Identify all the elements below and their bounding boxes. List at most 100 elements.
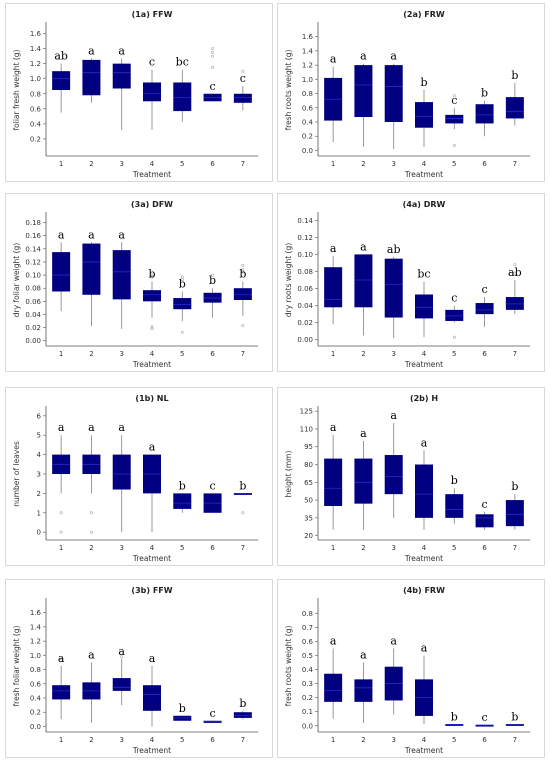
x-tick-label: 1 <box>331 350 335 358</box>
box-treatment-2 <box>354 458 373 504</box>
outlier-point <box>89 511 93 515</box>
significance-letter: b <box>209 274 216 287</box>
outlier-point <box>211 65 215 69</box>
y-tick-label: 125 <box>300 408 313 416</box>
box-treatment-7 <box>233 712 252 718</box>
box-treatment-3 <box>112 678 131 691</box>
boxplot-svg: (1a) FFW 0.2 0.4 0.6 0.8 1.0 1.2 1.4 1.6 foliar f… <box>12 10 258 179</box>
significance-letter: b <box>451 474 458 487</box>
box-treatment-6 <box>475 725 494 727</box>
significance-letter: a <box>58 228 65 241</box>
outlier-point <box>180 275 184 279</box>
outlier-point <box>452 144 456 147</box>
significance-letter: b <box>239 479 246 492</box>
y-tick-label: 0.6 <box>302 104 314 112</box>
y-tick-label: 110 <box>300 425 313 433</box>
significance-letter: c <box>481 283 487 296</box>
chart-title: (3a) DFW <box>131 200 173 209</box>
y-tick-label: 0.4 <box>30 695 42 703</box>
x-tick-label: 1 <box>331 544 335 552</box>
y-tick-label: 0.14 <box>25 245 41 253</box>
x-tick-label: 6 <box>210 160 215 168</box>
y-tick-label: 0.00 <box>25 337 41 345</box>
y-tick-label: 0.06 <box>25 298 41 306</box>
box-treatment-6 <box>475 514 494 528</box>
outlier-point <box>211 47 215 51</box>
significance-letter: a <box>360 240 367 253</box>
significance-letter: a <box>360 648 367 661</box>
significance-letter: a <box>88 648 95 661</box>
x-tick-label: 2 <box>361 736 365 744</box>
x-tick-label: 4 <box>150 160 155 168</box>
significance-letter: ab <box>508 266 522 279</box>
y-tick-label: 1.2 <box>30 60 41 68</box>
y-axis-label: dry foliar weight (g) <box>12 243 21 317</box>
significance-letter: b <box>481 87 488 100</box>
significance-letter: b <box>179 277 186 290</box>
outlier-point <box>59 511 63 515</box>
significance-letter: a <box>58 421 65 434</box>
outlier-point <box>59 657 63 661</box>
box-treatment-7 <box>505 97 524 119</box>
significance-letter: b <box>451 710 458 723</box>
box-treatment-2 <box>354 679 373 702</box>
chart-panel-2a: (2a) FRW 0.0 0.2 0.4 0.6 0.8 1.0 1.2 1.4 1.6 fresh… <box>277 3 545 182</box>
chart-panel-2b: (2b) H 20 35 50 65 80 95 110 125 height (mm) Treat… <box>277 387 545 566</box>
box-treatment-4 <box>143 685 161 711</box>
y-tick-label: 95 <box>304 443 313 451</box>
x-tick-label: 7 <box>241 736 245 744</box>
y-tick-label: 3 <box>37 471 41 479</box>
outlier-point <box>120 655 124 659</box>
outlier-point <box>241 263 245 267</box>
significance-letter: b <box>420 76 427 89</box>
x-tick-label: 7 <box>513 544 517 552</box>
significance-letter: c <box>451 292 457 305</box>
significance-letter: a <box>330 421 337 434</box>
x-tick-label: 7 <box>513 736 517 744</box>
x-tick-label: 6 <box>210 736 215 744</box>
x-tick-label: 5 <box>180 544 184 552</box>
chart-title: (1b) NL <box>135 394 168 403</box>
y-tick-label: 0.2 <box>30 135 41 143</box>
boxplot-svg: (3b) FFW 0.0 0.2 0.4 0.6 0.8 1.0 1.2 1.4 1.6 fresh… <box>12 586 258 755</box>
x-tick-label: 2 <box>361 160 365 168</box>
x-tick-label: 7 <box>241 160 245 168</box>
x-tick-label: 6 <box>482 736 487 744</box>
y-tick-label: 1 <box>37 509 41 517</box>
box-treatment-7 <box>505 724 524 726</box>
y-tick-label: 65 <box>304 479 313 487</box>
significance-letter: b <box>179 479 186 492</box>
box-treatment-2 <box>354 254 373 308</box>
x-tick-label: 3 <box>119 544 123 552</box>
box-treatment-1 <box>324 267 343 308</box>
box-treatment-1 <box>324 673 343 702</box>
y-tick-label: 0 <box>37 529 41 537</box>
box-treatment-3 <box>384 65 403 122</box>
significance-letter: a <box>390 634 397 647</box>
x-tick-label: 5 <box>452 160 456 168</box>
x-tick-label: 7 <box>513 350 517 358</box>
y-tick-label: 0.12 <box>297 234 313 242</box>
y-tick-label: 0.4 <box>30 120 42 128</box>
y-tick-label: 20 <box>304 532 313 540</box>
y-axis-label: foliar fresh weight (g) <box>12 49 21 130</box>
x-tick-label: 5 <box>180 736 184 744</box>
outlier-point <box>89 530 93 534</box>
y-tick-label: 0.6 <box>302 638 314 646</box>
box-treatment-5 <box>445 114 464 124</box>
chart-title: (4a) DRW <box>403 200 446 209</box>
outlier-point <box>150 275 154 279</box>
y-tick-label: 0.06 <box>297 285 313 293</box>
x-tick-label: 2 <box>361 350 365 358</box>
box-treatment-4 <box>415 464 433 518</box>
x-axis-label: Treatment <box>132 170 171 179</box>
x-axis-label: Treatment <box>404 554 443 563</box>
x-tick-label: 4 <box>422 544 427 552</box>
significance-letter: a <box>88 228 95 241</box>
y-tick-label: 0.00 <box>297 336 313 344</box>
significance-letter: a <box>149 441 156 454</box>
y-tick-label: 0.14 <box>297 217 313 225</box>
outlier-point <box>452 335 456 339</box>
box-treatment-2 <box>82 243 101 295</box>
y-axis-label: number of leaves <box>12 441 21 507</box>
